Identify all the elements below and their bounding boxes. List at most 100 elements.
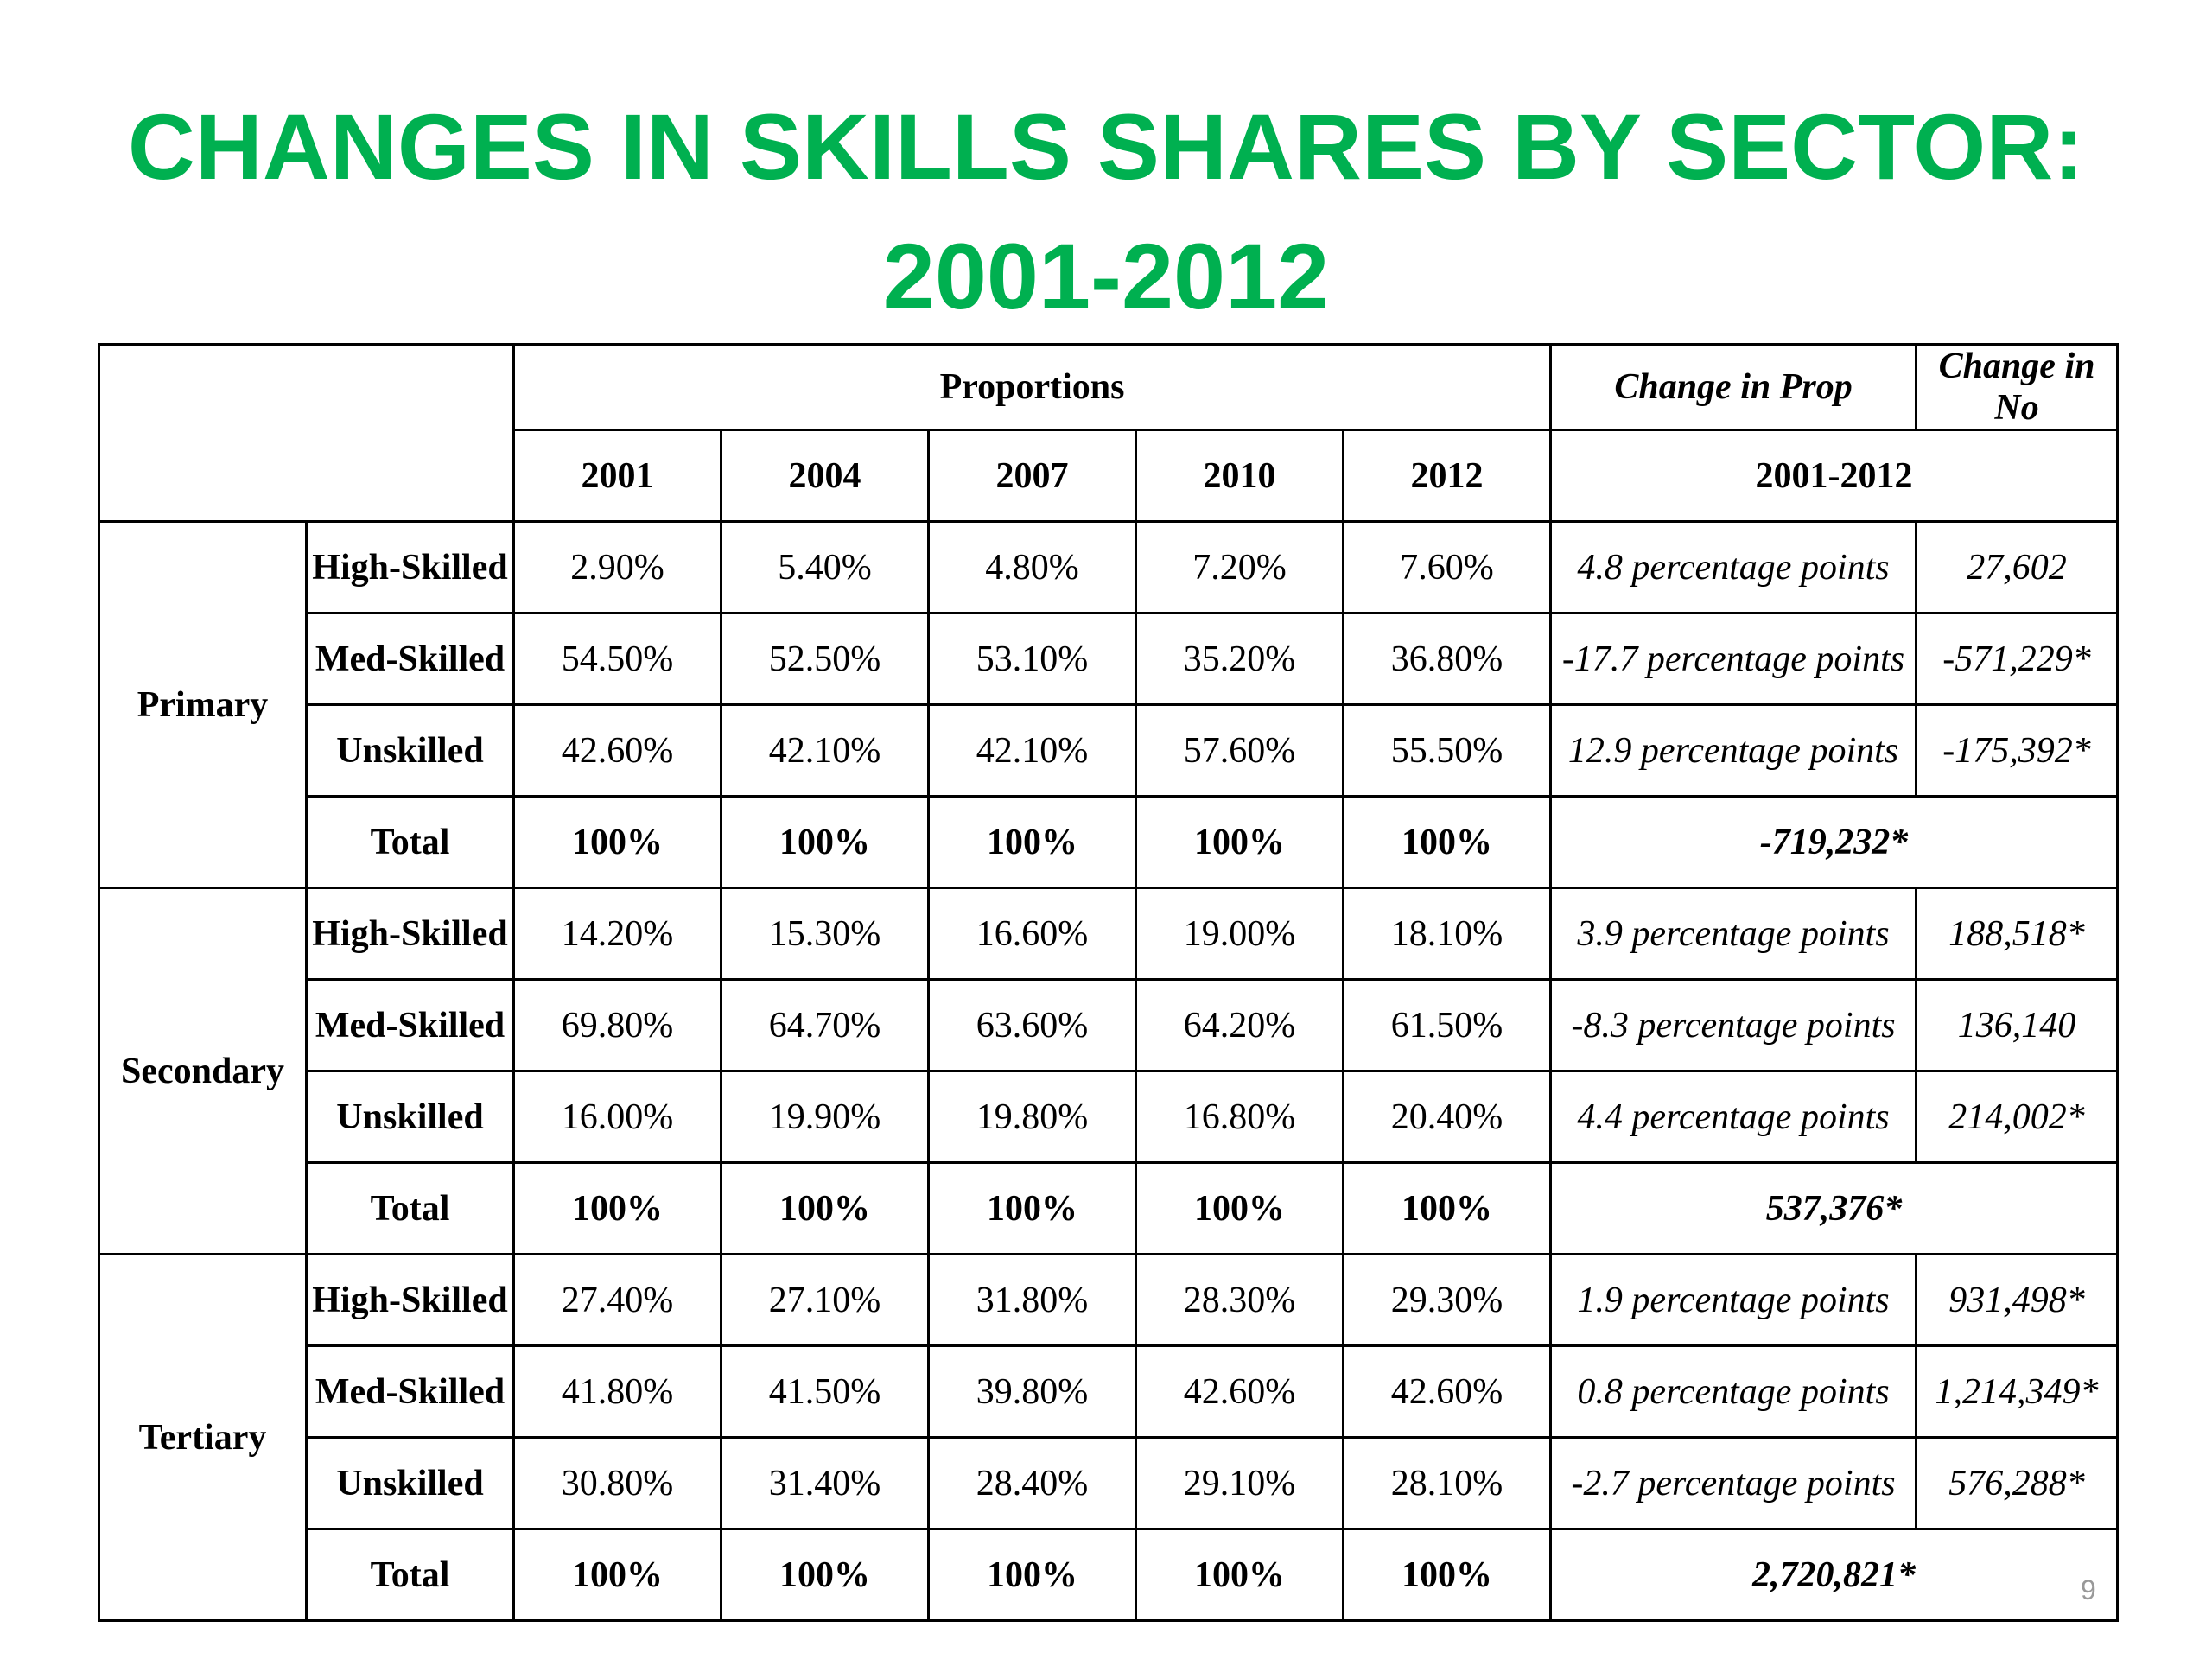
proportion-cell: 28.30% <box>1135 1253 1344 1347</box>
change-in-no-cell: 136,140 <box>1915 978 2120 1072</box>
change-in-prop-cell: 0.8 percentage points <box>1549 1344 1918 1439</box>
proportions-header: Proportions <box>512 343 1553 431</box>
table-row: Tertiary High-Skilled 27.40% 27.10% 31.80% 28… <box>98 1253 2120 1622</box>
proportion-cell: 57.60% <box>1135 703 1344 798</box>
proportion-cell: 16.60% <box>927 887 1137 981</box>
proportion-cell: 28.40% <box>927 1436 1137 1530</box>
change-in-no-cell: 27,602 <box>1915 520 2120 614</box>
total-proportion-cell: 100% <box>1341 1528 1553 1622</box>
table-row: Med-Skilled 69.80% 64.70% 63.60% 64.20% 61.50… <box>99 978 2120 1072</box>
change-in-prop-cell: 3.9 percentage points <box>1549 887 1918 981</box>
table-row: Primary High-Skilled 2.90% 5.40% 4.80% 7.20% 7… <box>98 520 2120 889</box>
proportion-cell: 69.80% <box>512 978 722 1072</box>
table-row: Unskilled 16.00% 19.90% 19.80% 16.80% 20.40% 4… <box>99 1070 2120 1164</box>
proportion-cell: 16.80% <box>1135 1070 1344 1164</box>
change-in-no-cell: -175,392* <box>1915 703 2120 798</box>
total-row: Total 100% 100% 100% 100% 100% 537,376* <box>99 1161 2120 1255</box>
proportion-cell: 27.40% <box>512 1253 722 1347</box>
proportion-cell: 42.10% <box>720 703 930 798</box>
proportion-cell: 64.20% <box>1135 978 1344 1072</box>
total-proportion-cell: 100% <box>927 795 1137 889</box>
change-in-no-cell: 576,288* <box>1915 1436 2120 1530</box>
total-proportion-cell: 100% <box>1135 1161 1344 1255</box>
proportion-cell: 64.70% <box>720 978 930 1072</box>
table-row: Med-Skilled 41.80% 41.50% 39.80% 42.60% 42.60… <box>99 1344 2120 1439</box>
proportion-cell: 63.60% <box>927 978 1137 1072</box>
header-row-2: 2001 2004 2007 2010 2012 2001-2012 <box>99 429 2120 523</box>
change-in-no-header: Change in No <box>1915 343 2120 431</box>
skill-level-label: Med-Skilled <box>305 978 515 1072</box>
sector-label: Secondary <box>98 887 308 1255</box>
change-in-no-cell: -571,229* <box>1915 612 2120 706</box>
sector-label: Primary <box>98 520 308 889</box>
proportion-cell: 27.10% <box>720 1253 930 1347</box>
total-row: Total 100% 100% 100% 100% 100% 2,720,821* <box>99 1528 2120 1622</box>
total-change-cell: -719,232* <box>1549 795 2120 889</box>
total-change-cell: 537,376* <box>1549 1161 2120 1255</box>
proportion-cell: 54.50% <box>512 612 722 706</box>
proportion-cell: 30.80% <box>512 1436 722 1530</box>
proportion-cell: 42.60% <box>1135 1344 1344 1439</box>
skill-level-label: High-Skilled <box>305 520 515 614</box>
total-proportion-cell: 100% <box>512 1528 722 1622</box>
proportion-cell: 31.40% <box>720 1436 930 1530</box>
change-in-no-cell: 1,214,349* <box>1915 1344 2120 1439</box>
proportion-cell: 52.50% <box>720 612 930 706</box>
skill-level-label: High-Skilled <box>305 887 515 981</box>
skill-level-label: Unskilled <box>305 703 515 798</box>
total-proportion-cell: 100% <box>927 1161 1137 1255</box>
total-proportion-cell: 100% <box>1135 795 1344 889</box>
proportion-cell: 29.10% <box>1135 1436 1344 1530</box>
total-proportion-cell: 100% <box>1135 1528 1344 1622</box>
year-header: 2012 <box>1341 429 1553 523</box>
year-header: 2001 <box>512 429 722 523</box>
skill-level-label: High-Skilled <box>305 1253 515 1347</box>
total-proportion-cell: 100% <box>720 1528 930 1622</box>
change-in-no-cell: 214,002* <box>1915 1070 2120 1164</box>
proportion-cell: 35.20% <box>1135 612 1344 706</box>
proportion-cell: 18.10% <box>1341 887 1553 981</box>
change-in-prop-cell: 1.9 percentage points <box>1549 1253 1918 1347</box>
proportion-cell: 36.80% <box>1341 612 1553 706</box>
total-proportion-cell: 100% <box>1341 1161 1553 1255</box>
skill-level-label: Unskilled <box>305 1070 515 1164</box>
proportion-cell: 61.50% <box>1341 978 1553 1072</box>
corner-cell <box>98 343 515 523</box>
proportion-cell: 28.10% <box>1341 1436 1553 1530</box>
skill-level-label: Med-Skilled <box>305 612 515 706</box>
change-in-prop-cell: -8.3 percentage points <box>1549 978 1918 1072</box>
proportion-cell: 7.60% <box>1341 520 1553 614</box>
page-number: 9 <box>2081 1574 2096 1605</box>
change-in-prop-cell: 12.9 percentage points <box>1549 703 1918 798</box>
proportion-cell: 2.90% <box>512 520 722 614</box>
total-label: Total <box>305 1528 515 1622</box>
total-proportion-cell: 100% <box>512 1161 722 1255</box>
skill-level-label: Unskilled <box>305 1436 515 1530</box>
proportion-cell: 31.80% <box>927 1253 1137 1347</box>
title-line-1: CHANGES IN SKILLS SHARES BY SECTOR: <box>127 94 2085 199</box>
total-change-cell: 2,720,821* <box>1549 1528 2120 1622</box>
proportion-cell: 16.00% <box>512 1070 722 1164</box>
year-header: 2010 <box>1135 429 1344 523</box>
table-row: Med-Skilled 54.50% 52.50% 53.10% 35.20% 36.80… <box>99 612 2120 706</box>
title-line-2: 2001-2012 <box>882 224 1330 328</box>
total-label: Total <box>305 1161 515 1255</box>
proportion-cell: 53.10% <box>927 612 1137 706</box>
header-row-1: Proportions Change in Prop Change in No <box>98 343 2120 523</box>
change-in-prop-header: Change in Prop <box>1549 343 1918 431</box>
proportion-cell: 41.50% <box>720 1344 930 1439</box>
total-proportion-cell: 100% <box>720 795 930 889</box>
proportion-cell: 42.10% <box>927 703 1137 798</box>
sector-label: Tertiary <box>98 1253 308 1622</box>
proportion-cell: 15.30% <box>720 887 930 981</box>
year-header: 2007 <box>927 429 1137 523</box>
total-proportion-cell: 100% <box>512 795 722 889</box>
proportion-cell: 55.50% <box>1341 703 1553 798</box>
proportion-cell: 4.80% <box>927 520 1137 614</box>
year-header: 2004 <box>720 429 930 523</box>
proportion-cell: 42.60% <box>512 703 722 798</box>
change-in-prop-cell: -17.7 percentage points <box>1549 612 1918 706</box>
total-row: Total 100% 100% 100% 100% 100% -719,232* <box>99 795 2120 889</box>
slide-title: CHANGES IN SKILLS SHARES BY SECTOR: 2001… <box>0 82 2212 341</box>
total-proportion-cell: 100% <box>927 1528 1137 1622</box>
